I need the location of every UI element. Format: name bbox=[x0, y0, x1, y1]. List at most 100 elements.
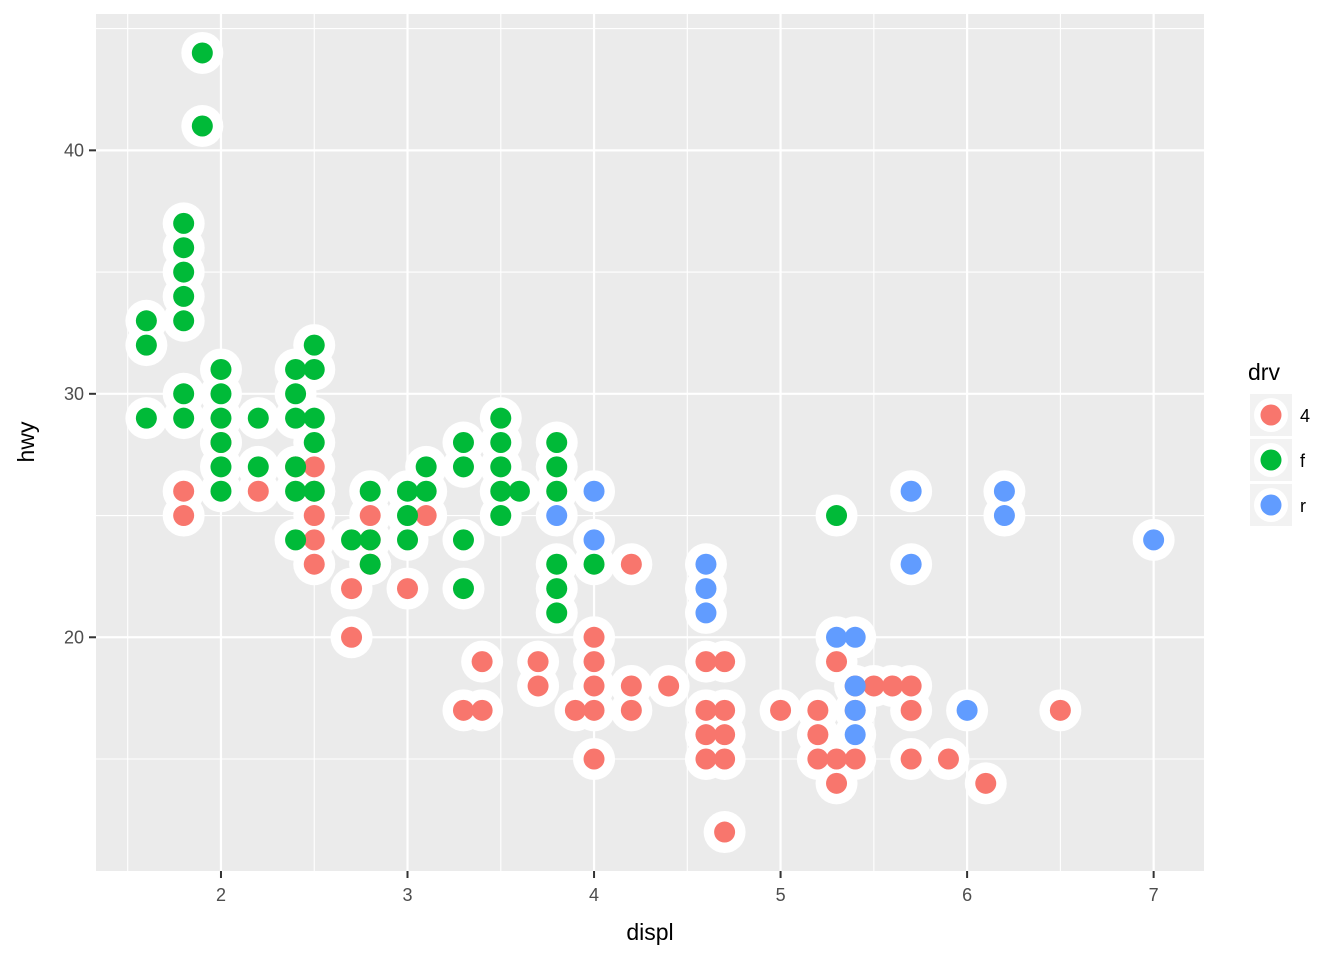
data-point bbox=[490, 432, 512, 453]
data-point bbox=[303, 358, 325, 380]
x-tick-label: 6 bbox=[962, 885, 972, 905]
data-point bbox=[620, 675, 642, 697]
x-tick-label: 7 bbox=[1149, 885, 1159, 905]
data-point bbox=[397, 529, 419, 551]
data-point bbox=[546, 456, 568, 478]
data-point bbox=[210, 432, 232, 453]
data-point bbox=[900, 480, 922, 502]
data-point bbox=[303, 529, 325, 551]
data-point bbox=[714, 651, 736, 673]
data-point bbox=[173, 237, 195, 259]
data-point bbox=[303, 480, 325, 502]
data-point bbox=[173, 285, 195, 307]
data-point bbox=[695, 651, 717, 673]
data-point bbox=[490, 480, 512, 502]
data-point bbox=[1143, 529, 1165, 551]
data-point bbox=[173, 261, 195, 283]
y-tick-label: 40 bbox=[64, 140, 84, 160]
data-point bbox=[415, 505, 437, 527]
data-point bbox=[452, 529, 474, 551]
data-point bbox=[452, 456, 474, 478]
data-point bbox=[247, 407, 269, 429]
x-tick-label: 2 bbox=[216, 885, 226, 905]
data-point bbox=[452, 578, 474, 600]
data-point bbox=[583, 699, 605, 721]
data-point bbox=[826, 651, 848, 673]
data-point bbox=[714, 821, 736, 843]
data-point bbox=[397, 578, 419, 600]
data-point bbox=[900, 675, 922, 697]
data-point bbox=[546, 578, 568, 600]
data-point bbox=[714, 748, 736, 770]
data-point bbox=[285, 383, 307, 405]
data-point bbox=[285, 480, 307, 502]
data-point bbox=[900, 699, 922, 721]
data-point bbox=[247, 480, 269, 502]
data-point bbox=[490, 407, 512, 429]
data-point bbox=[714, 699, 736, 721]
data-point bbox=[1049, 699, 1071, 721]
data-point bbox=[583, 626, 605, 648]
data-point bbox=[173, 480, 195, 502]
x-axis-ticks: 2 3 4 5 6 7 bbox=[216, 871, 1159, 905]
data-point bbox=[583, 480, 605, 502]
data-point bbox=[546, 602, 568, 624]
data-point bbox=[471, 699, 493, 721]
data-point bbox=[303, 334, 325, 356]
x-tick-label: 3 bbox=[403, 885, 413, 905]
data-point bbox=[191, 115, 213, 137]
y-axis-ticks: 20 30 40 bbox=[64, 140, 96, 647]
data-point bbox=[341, 626, 363, 648]
data-point bbox=[583, 748, 605, 770]
data-point bbox=[359, 505, 381, 527]
data-point bbox=[620, 699, 642, 721]
data-point bbox=[844, 748, 866, 770]
data-point bbox=[844, 675, 866, 697]
data-point bbox=[881, 675, 903, 697]
data-points bbox=[135, 42, 1165, 843]
data-point bbox=[844, 724, 866, 746]
data-point bbox=[490, 456, 512, 478]
data-point bbox=[844, 626, 866, 648]
data-point bbox=[452, 699, 474, 721]
data-point bbox=[303, 407, 325, 429]
data-point bbox=[714, 724, 736, 746]
legend-title: drv bbox=[1248, 359, 1280, 385]
data-point bbox=[546, 505, 568, 527]
y-tick-label: 20 bbox=[64, 627, 84, 647]
x-tick-label: 5 bbox=[776, 885, 786, 905]
data-point bbox=[807, 748, 829, 770]
data-point bbox=[415, 480, 437, 502]
data-point bbox=[173, 212, 195, 234]
data-point bbox=[210, 456, 232, 478]
y-tick-label: 30 bbox=[64, 384, 84, 404]
data-point bbox=[695, 553, 717, 575]
data-point bbox=[826, 626, 848, 648]
data-point bbox=[993, 505, 1015, 527]
legend-label: r bbox=[1300, 496, 1306, 516]
legend-key-dot bbox=[1260, 494, 1282, 516]
data-point bbox=[658, 675, 680, 697]
data-point bbox=[471, 651, 493, 673]
data-point bbox=[173, 407, 195, 429]
plot-panel bbox=[96, 14, 1204, 871]
data-point bbox=[807, 699, 829, 721]
data-point bbox=[826, 505, 848, 527]
data-point bbox=[900, 553, 922, 575]
data-point bbox=[770, 699, 792, 721]
data-point bbox=[135, 310, 157, 332]
data-point bbox=[285, 456, 307, 478]
data-point bbox=[303, 505, 325, 527]
data-point bbox=[695, 748, 717, 770]
data-point bbox=[173, 505, 195, 527]
data-point bbox=[844, 699, 866, 721]
legend-key-dot bbox=[1260, 449, 1282, 471]
legend-key-dot bbox=[1260, 404, 1282, 426]
data-point bbox=[695, 578, 717, 600]
data-point bbox=[191, 42, 213, 64]
data-point bbox=[415, 456, 437, 478]
data-point bbox=[695, 724, 717, 746]
data-point bbox=[546, 480, 568, 502]
legend-label: 4 bbox=[1300, 406, 1310, 426]
data-point bbox=[173, 310, 195, 332]
